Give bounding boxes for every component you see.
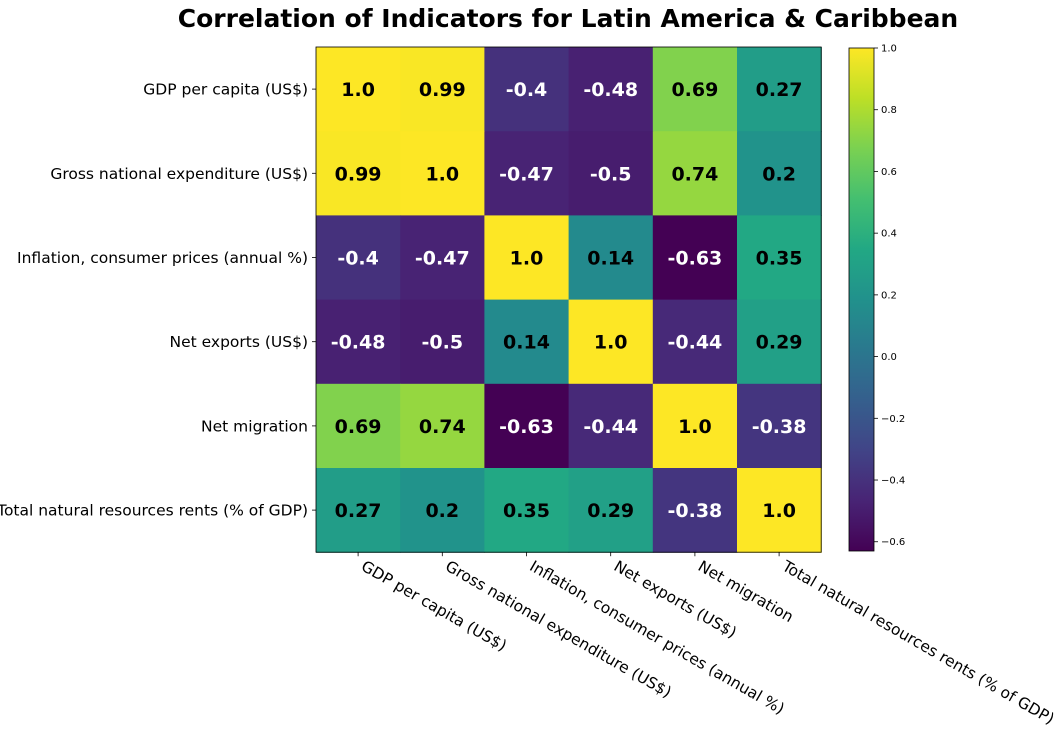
cell-value-label: 0.27 [756, 79, 803, 101]
heatmap-cell [568, 383, 654, 469]
heatmap-cell [652, 47, 738, 132]
cell-value-label: -0.5 [422, 332, 464, 354]
heatmap-cell [737, 383, 822, 469]
heatmap-cell [652, 468, 738, 553]
heatmap-cell [652, 215, 738, 301]
heatmap-cell [316, 47, 401, 132]
heatmap-cell [737, 215, 822, 301]
heatmap-cell [737, 468, 822, 553]
cell-value-label: 0.74 [671, 163, 718, 185]
heatmap-cells [315, 46, 822, 553]
cell-value-label: 0.35 [503, 500, 550, 522]
cell-value-label: 1.0 [425, 163, 459, 185]
heatmap-cell [400, 468, 485, 553]
colorbar-gradient [848, 47, 875, 552]
heatmap-cell [484, 47, 570, 132]
colorbar-tick-label: 0.0 [881, 352, 897, 363]
heatmap-cell [568, 131, 654, 216]
heatmap-cell [400, 383, 485, 469]
cell-value-label: -0.47 [499, 163, 554, 185]
cell-value-label: 0.2 [762, 163, 796, 185]
cell-value-label: 0.29 [756, 332, 803, 354]
heatmap-cell-labels: 1.0 0.99 -0.4 -0.48 0.69 0.27 0.99 1.0 -0.47 -0.5… [331, 79, 807, 522]
colorbar-tick-label: −0.2 [881, 414, 905, 425]
heatmap-cell [568, 47, 654, 132]
y-tick-label: GDP per capita (US$) [143, 81, 308, 99]
cell-value-label: -0.48 [583, 79, 638, 101]
cell-value-label: 0.69 [671, 79, 718, 101]
heatmap-cell [484, 468, 570, 553]
heatmap-cell [652, 299, 738, 385]
cell-value-label: -0.44 [583, 416, 638, 438]
heatmap-cell [484, 299, 570, 385]
x-tick-label: GDP per capita (US$) [358, 557, 510, 655]
cell-value-label: -0.63 [499, 416, 554, 438]
y-tick-label: Net migration [201, 417, 308, 435]
cell-value-label: -0.4 [337, 248, 379, 270]
heatmap-cell [652, 131, 738, 216]
colorbar-tick-label: −0.6 [881, 537, 905, 548]
colorbar-tick-label: −0.4 [881, 476, 905, 487]
colorbar: 1.0 0.8 0.6 0.4 0.2 0.0 −0.2 −0.4 −0.6 [848, 44, 905, 552]
y-tick-label: Inflation, consumer prices (annual %) [17, 249, 308, 267]
cell-value-label: -0.38 [752, 416, 807, 438]
cell-value-label: -0.47 [415, 248, 470, 270]
heatmap-cell [400, 299, 485, 385]
cell-value-label: 0.2 [425, 500, 459, 522]
colorbar-tick-label: 0.8 [881, 105, 897, 116]
colorbar-tick-label: 0.6 [881, 167, 897, 178]
heatmap-cell [316, 299, 401, 385]
heatmap-cell [568, 215, 654, 301]
heatmap-cell [400, 215, 485, 301]
colorbar-tick-label: 0.2 [881, 290, 897, 301]
cell-value-label: 0.99 [335, 163, 382, 185]
cell-value-label: 0.14 [587, 248, 634, 270]
colorbar-tick-label: 0.4 [881, 229, 897, 240]
cell-value-label: 0.29 [587, 500, 634, 522]
y-axis: GDP per capita (US$) Gross national expen… [0, 81, 316, 520]
heatmap-cell [400, 131, 485, 216]
chart-title: Correlation of Indicators for Latin Amer… [178, 4, 958, 33]
heatmap-cell [568, 299, 654, 385]
heatmap-cell [400, 47, 485, 132]
heatmap-cell [737, 47, 822, 132]
cell-value-label: -0.38 [668, 500, 723, 522]
cell-value-label: 1.0 [762, 500, 796, 522]
y-tick-label: Net exports (US$) [170, 333, 309, 351]
cell-value-label: 1.0 [678, 416, 712, 438]
cell-value-label: -0.5 [590, 163, 632, 185]
cell-value-label: 0.69 [335, 416, 382, 438]
colorbar-tick-label: 1.0 [881, 44, 897, 55]
y-tick-label: Total natural resources rents (% of GDP) [0, 502, 308, 520]
heatmap-cell [316, 215, 401, 301]
y-tick-label: Gross national expenditure (US$) [50, 165, 308, 183]
heatmap-cell [652, 383, 738, 469]
heatmap-cell [568, 468, 654, 553]
cell-value-label: 0.35 [756, 248, 803, 270]
cell-value-label: 1.0 [594, 332, 628, 354]
heatmap-cell [316, 131, 401, 216]
heatmap-cell [737, 131, 822, 216]
cell-value-label: -0.44 [668, 332, 723, 354]
cell-value-label: -0.48 [331, 332, 386, 354]
cell-value-label: 0.99 [419, 79, 466, 101]
heatmap-cell [484, 383, 570, 469]
cell-value-label: 0.74 [419, 416, 466, 438]
heatmap-frame [315, 46, 822, 553]
cell-value-label: -0.4 [506, 79, 548, 101]
heatmap-cell [737, 299, 822, 385]
heatmap-cell [484, 215, 570, 301]
x-tick-label: Total natural resources rents (% of GDP) [778, 557, 1055, 729]
cell-value-label: 1.0 [510, 248, 544, 270]
heatmap-cell [316, 383, 401, 469]
cell-value-label: 0.27 [335, 500, 382, 522]
cell-value-label: 1.0 [341, 79, 375, 101]
cell-value-label: -0.63 [668, 248, 723, 270]
x-axis: GDP per capita (US$)Gross national expen… [357, 552, 1055, 729]
heatmap-cell [316, 468, 401, 553]
cell-value-label: 0.14 [503, 332, 550, 354]
heatmap-cell [484, 131, 570, 216]
